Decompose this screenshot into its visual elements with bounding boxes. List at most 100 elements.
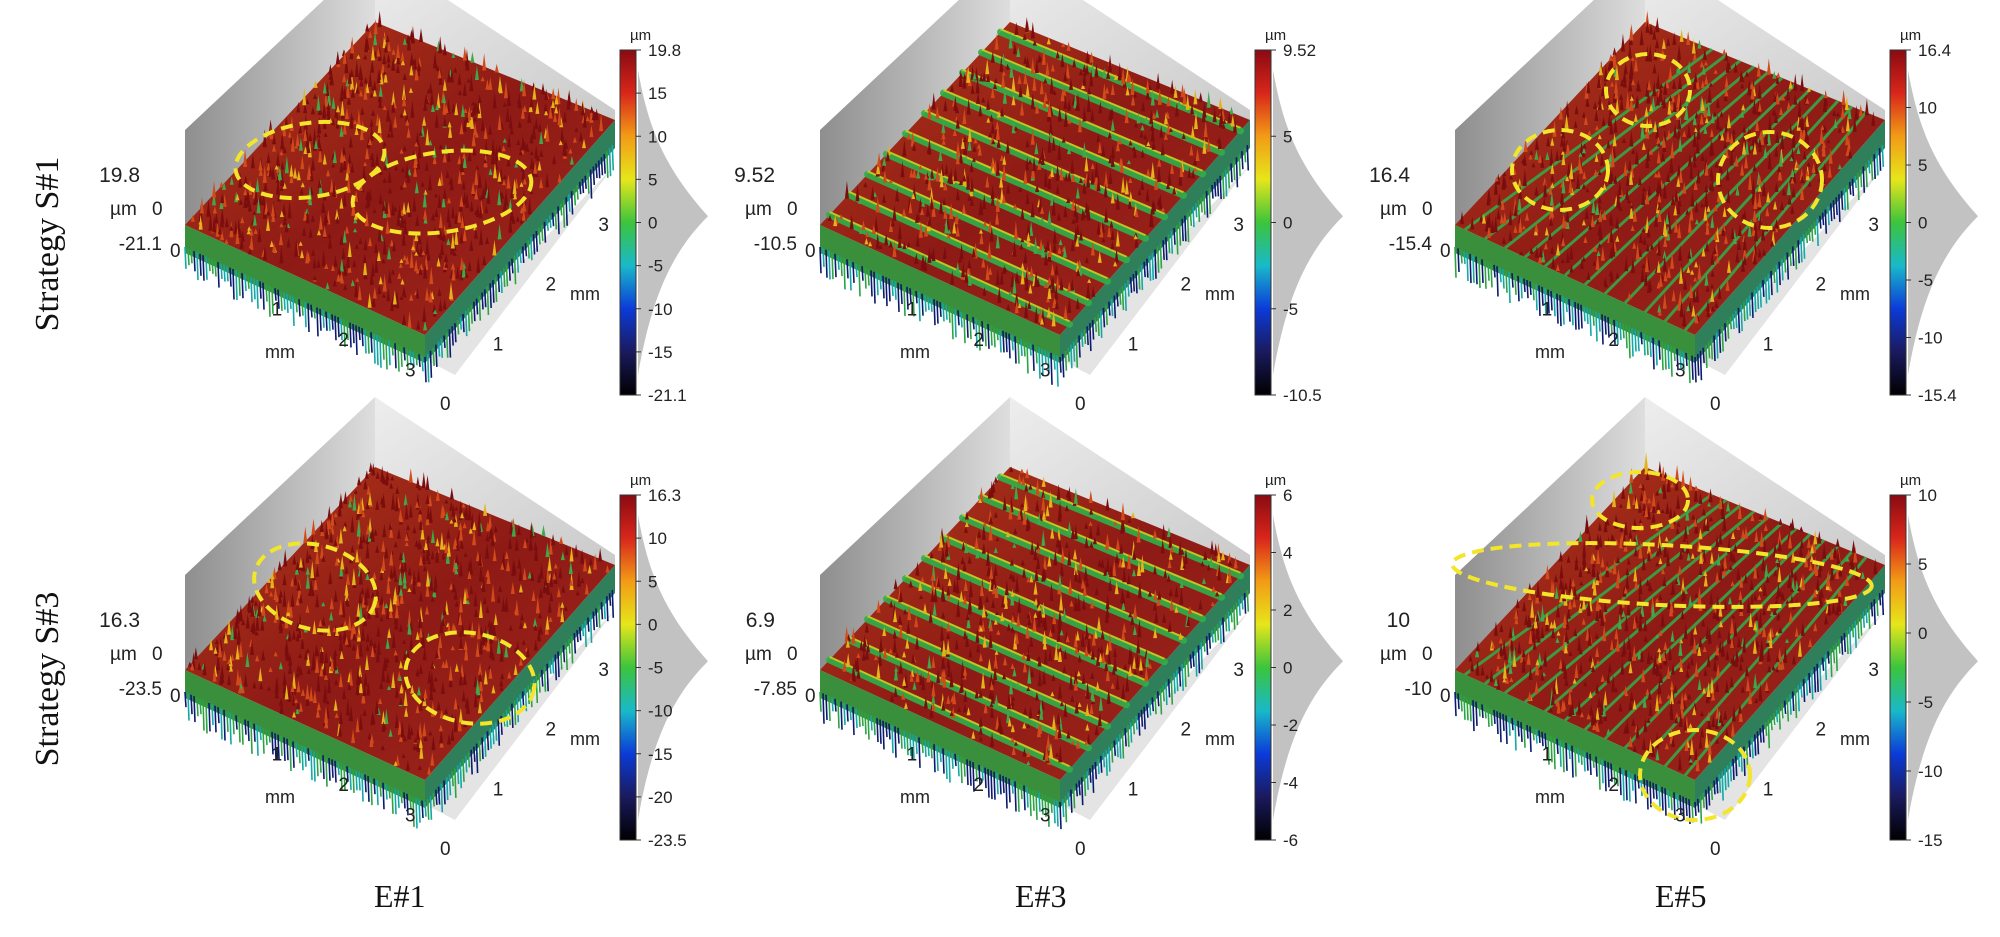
floor-plane: [1475, 610, 1885, 820]
z-origin-label: 0: [170, 241, 181, 262]
z-bottom-label: -10.5: [754, 234, 797, 255]
colorbar-unit-label: µm: [630, 27, 651, 44]
colorbar-tick-label: 16.4: [1918, 41, 1951, 60]
colorbar-tick-label: -5: [1283, 300, 1298, 319]
colorbar-unit-label: µm: [1265, 27, 1286, 44]
z-bottom-label: -21.1: [119, 234, 162, 255]
z-origin-label: 0: [805, 686, 816, 707]
colorbar-tick-label: 0: [1918, 624, 1927, 643]
colorbar-tick-label: -10: [648, 702, 673, 721]
y-unit-label: mm: [1205, 729, 1235, 749]
surface-texture: [1464, 451, 1878, 777]
colorbar-gradient: [1889, 494, 1907, 841]
z-axis: 16.4 µm 0 -15.4 0: [1369, 164, 1450, 262]
surface-panel-s1-e3: 9.52 µm 0 -10.5 0 1 2 3 mm 0 1 2 3 mm µm 9.52 5 0 -5 -10.5: [705, 0, 1365, 460]
colorbar-tick-label: 10: [1918, 99, 1937, 118]
z-unit-label: µm: [1380, 644, 1407, 665]
skirt-spikes: [1454, 590, 1885, 825]
z-unit-label: µm: [745, 644, 772, 665]
y-tick-label: 2: [1181, 720, 1192, 741]
floor-plane: [1475, 165, 1885, 375]
colorbar-tick-label: 19.8: [648, 41, 681, 60]
colorbar-tick-label: 10: [648, 529, 667, 548]
colorbar-tick-label: -10: [1918, 329, 1943, 348]
z-top-label: 16.4: [1369, 164, 1410, 187]
colorbar-gradient: [1254, 49, 1272, 396]
x-tick-label: 3: [1040, 806, 1051, 827]
colorbar-tick-label: 16.3: [648, 486, 681, 505]
y-tick-label: 2: [1181, 275, 1192, 296]
colorbar-tick-label: -5: [648, 659, 663, 678]
colorbar-tick-label: -5: [648, 257, 663, 276]
x-axis: 1 2 3 mm: [265, 745, 416, 827]
colorbar-tick-label: 0: [1283, 214, 1292, 233]
y-axis: 0 1 2 3 mm: [440, 660, 609, 860]
x-tick-label: 3: [1675, 806, 1686, 827]
front-skirt-left: [1455, 225, 1695, 363]
colorbar-gradient: [619, 49, 637, 396]
col-label-e3: E#3: [1015, 878, 1067, 914]
y-tick-label: 2: [1816, 720, 1827, 741]
highlight-oval-2: [1716, 130, 1824, 230]
front-skirt-left: [1455, 670, 1695, 808]
y-tick-label: 1: [1128, 779, 1139, 800]
y-tick-label: 2: [546, 275, 557, 296]
front-skirt-left: [185, 670, 425, 808]
back-wall-left: [185, 0, 375, 225]
col-label-e5: E#5: [1655, 878, 1707, 914]
x-tick-label: 2: [973, 775, 984, 796]
highlight-oval-0: [233, 119, 387, 201]
height-histogram: [1273, 515, 1343, 820]
y-tick-label: 3: [1233, 215, 1244, 236]
x-tick-label: 3: [405, 806, 416, 827]
colorbar-tick-label: -15: [1918, 831, 1943, 850]
floor-plane: [205, 165, 615, 375]
z-axis: 16.3 µm 0 -23.5 0: [99, 609, 180, 707]
z-bottom-label: -23.5: [119, 679, 162, 700]
front-skirt-right: [1060, 120, 1250, 363]
y-tick-label: 1: [1763, 779, 1774, 800]
z-unit-label: µm: [110, 644, 137, 665]
skirt-spikes: [1454, 145, 1885, 384]
highlight-ovals: [233, 119, 534, 236]
skirt-spikes: [184, 590, 615, 829]
height-histogram: [1908, 515, 1978, 820]
colorbar-gradient: [619, 494, 637, 841]
z-bottom-label: -7.85: [754, 679, 797, 700]
z-unit-label: µm: [1380, 199, 1407, 220]
z-origin-label: 0: [1440, 241, 1451, 262]
back-wall-left: [185, 397, 375, 670]
highlight-oval-1: [1604, 52, 1692, 128]
x-tick-label: 1: [907, 300, 918, 321]
height-histogram: [638, 515, 708, 820]
back-wall-left: [1455, 397, 1645, 670]
x-axis: 1 2 3 mm: [900, 300, 1051, 382]
front-skirt-right: [1060, 565, 1250, 808]
surface-texture: [187, 462, 610, 775]
y-tick-label: 0: [1710, 394, 1721, 415]
colorbar-tick-label: 6: [1283, 486, 1292, 505]
z-mid-label: 0: [1422, 199, 1433, 220]
y-tick-label: 0: [1710, 839, 1721, 860]
colorbar-tick-label: 10: [648, 127, 667, 146]
skirt-spikes: [819, 590, 1250, 830]
colorbar-unit-label: µm: [1900, 472, 1921, 489]
z-top-label: 16.3: [99, 609, 140, 632]
x-unit-label: mm: [265, 787, 295, 807]
y-tick-label: 1: [1128, 334, 1139, 355]
colorbar-tick-label: -15: [648, 745, 673, 764]
row-label-s1: Strategy S#1: [29, 156, 66, 332]
y-tick-label: 1: [493, 334, 504, 355]
front-skirt-right: [1695, 120, 1885, 363]
colorbar-tick-label: 0: [1918, 214, 1927, 233]
z-top-label: 9.52: [734, 164, 775, 187]
colorbar-tick-label: 15: [648, 84, 667, 103]
y-axis: 0 1 2 3 mm: [1710, 660, 1879, 860]
surface-panel-s1-e5: 16.4 µm 0 -15.4 0 1 2 3 mm 0 1 2 3 mm µm 16.4 10 5 0 -5 -10-…: [1340, 0, 2000, 460]
front-skirt-left: [820, 670, 1060, 808]
row-label-s3: Strategy S#3: [29, 591, 66, 767]
x-unit-label: mm: [1535, 342, 1565, 362]
colorbar-tick-label: 0: [1283, 659, 1292, 678]
z-bottom-label: -15.4: [1389, 234, 1433, 255]
